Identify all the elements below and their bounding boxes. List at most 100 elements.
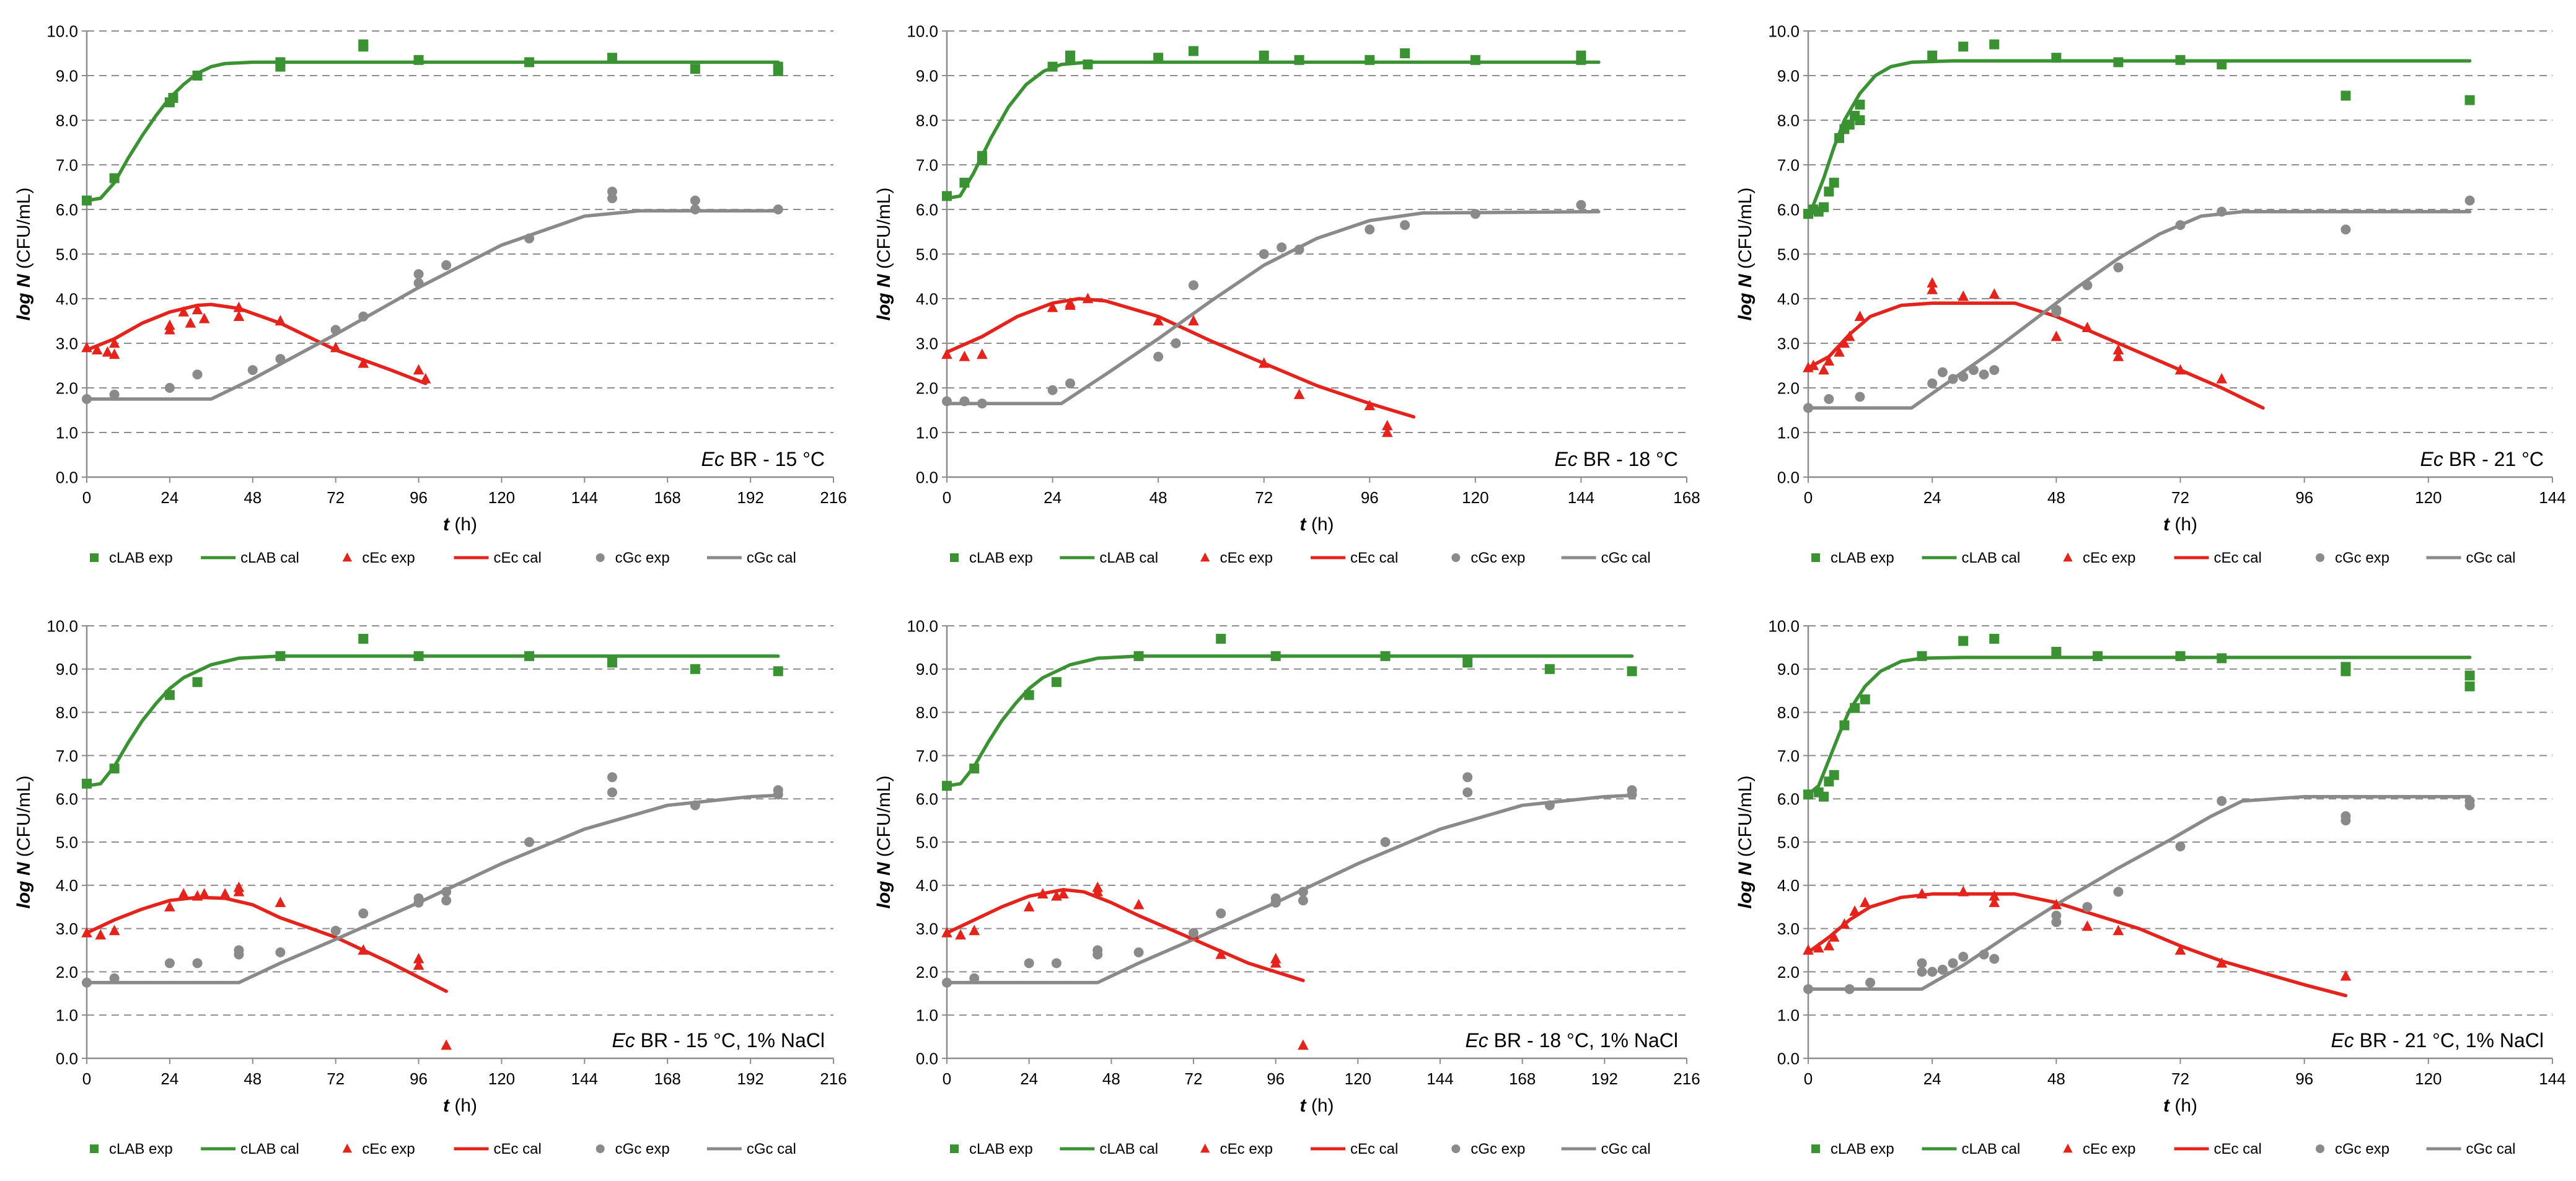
panel-label: Ec BR - 21 °C, 1% NaCl	[2331, 1029, 2544, 1051]
data-point-cec-exp	[1839, 337, 1850, 348]
data-point-clab-exp	[358, 633, 369, 644]
legend-marker-cec-exp	[1200, 552, 1210, 562]
legend-marker-cec-exp	[342, 552, 353, 562]
data-point-cgc-exp	[1917, 958, 1927, 968]
data-point-cec-exp	[191, 304, 203, 315]
y-axis-title-unit: (CFU/mL)	[14, 188, 34, 274]
data-point-clab-exp	[1839, 720, 1850, 731]
y-tick-label: 7.0	[56, 747, 78, 765]
data-point-clab-exp	[1927, 50, 1938, 61]
data-point-cec-exp	[91, 344, 103, 354]
x-tick-label: 72	[327, 488, 345, 507]
panel-label-organism: Ec	[701, 448, 724, 470]
data-point-clab-exp	[959, 177, 970, 188]
legend-label: cEc cal	[1350, 1141, 1398, 1157]
data-point-cgc-exp	[1844, 984, 1855, 994]
data-point-cec-exp	[441, 1039, 452, 1050]
data-point-cec-exp	[977, 348, 988, 359]
legend-label: cEc cal	[494, 1141, 542, 1157]
data-point-cec-exp	[164, 901, 175, 911]
data-point-cgc-exp	[690, 195, 700, 206]
data-point-clab-exp	[2093, 651, 2103, 661]
data-point-clab-exp	[2464, 681, 2475, 691]
series-line-cec-cal	[1806, 892, 2348, 998]
data-point-cgc-exp	[959, 396, 970, 406]
data-point-clab-exp	[607, 657, 617, 668]
legend-label: cLAB cal	[1962, 1141, 2021, 1157]
data-point-clab-exp	[1829, 177, 1839, 188]
panel-label: Ec BR - 15 °C, 1% NaCl	[612, 1029, 825, 1051]
legend-label: cLAB cal	[1099, 550, 1158, 566]
data-point-cgc-exp	[109, 973, 120, 983]
x-tick-label: 120	[488, 488, 515, 507]
data-point-cgc-exp	[82, 977, 92, 988]
data-point-cec-exp	[2081, 322, 2093, 332]
data-point-cec-exp	[2216, 373, 2228, 384]
data-point-cgc-exp	[2082, 280, 2093, 291]
data-point-cec-exp	[1958, 885, 1969, 897]
x-tick-label: 48	[2047, 1069, 2065, 1088]
y-axis-title-italic: log N	[1735, 861, 1756, 908]
x-axis-title-unit: (h)	[449, 1095, 477, 1116]
data-point-clab-exp	[1855, 115, 1865, 125]
series-line-cgc-cal	[85, 793, 780, 985]
data-point-cec-exp	[1849, 905, 1860, 916]
data-point-cgc-exp	[109, 389, 120, 400]
data-point-cgc-exp	[1462, 772, 1473, 783]
x-tick-label: 120	[2415, 1069, 2442, 1088]
data-point-clab-exp	[1051, 677, 1062, 687]
data-point-clab-exp	[1958, 636, 1969, 646]
y-tick-label: 5.0	[56, 245, 78, 263]
data-point-cec-exp	[1092, 885, 1104, 897]
x-axis-title-italic: t	[1300, 514, 1308, 535]
legend-label: cGc exp	[615, 550, 670, 566]
data-point-cec-exp	[108, 348, 120, 359]
data-point-cec-exp	[1215, 948, 1227, 959]
data-point-clab-exp	[1989, 39, 2000, 50]
data-point-cgc-exp	[1380, 837, 1391, 847]
legend-label: cGc cal	[2466, 550, 2516, 566]
data-point-clab-exp	[2051, 53, 2062, 63]
y-axis-title-italic: log N	[874, 273, 894, 320]
x-tick-label: 24	[1044, 488, 1062, 507]
panel-label: Ec BR - 18 °C	[1554, 448, 1678, 470]
data-point-cec-exp	[1270, 957, 1281, 968]
chart-panel-3: 0.0 1.0 2.0 3.0 4.0 5.0 6.0 7.0 8.0 9.0 10.0 0 24 48 7…	[1735, 22, 2566, 566]
data-point-clab-exp	[2341, 90, 2351, 101]
y-tick-label: 0.0	[56, 468, 78, 486]
x-tick-label: 72	[1185, 1069, 1203, 1088]
x-tick-label: 168	[1509, 1069, 1536, 1088]
data-point-clab-exp	[607, 53, 617, 63]
series-line-cec-cal	[945, 888, 1305, 983]
legend-label: cGc cal	[747, 550, 796, 566]
x-tick-label: 0	[943, 488, 951, 507]
x-tick-label: 96	[2295, 488, 2313, 507]
data-point-cec-exp	[1989, 890, 2000, 901]
data-point-clab-exp	[1270, 651, 1281, 661]
y-axis-title-unit: (CFU/mL)	[874, 188, 894, 274]
data-point-cgc-exp	[1937, 367, 1948, 377]
data-point-cec-exp	[108, 337, 120, 348]
data-point-clab-exp	[1259, 50, 1269, 61]
y-tick-label: 3.0	[1777, 920, 1800, 938]
x-tick-label: 120	[1345, 1069, 1371, 1088]
legend-label: cEc exp	[1220, 550, 1273, 566]
y-axis-title-italic: log N	[14, 861, 34, 908]
legend-label: cLAB cal	[1962, 550, 2021, 566]
legend-label: cGc exp	[1470, 1141, 1525, 1157]
y-tick-label: 8.0	[1777, 703, 1800, 722]
y-tick-label: 9.0	[56, 66, 78, 85]
data-point-cec-exp	[413, 364, 424, 375]
data-point-cgc-exp	[413, 269, 424, 279]
series-line-clab-cal	[1806, 656, 2472, 796]
x-tick-label: 48	[1102, 1069, 1120, 1088]
y-tick-label: 0.0	[1777, 468, 1800, 486]
data-point-cec-exp	[2174, 944, 2186, 955]
y-tick-label: 4.0	[916, 876, 938, 895]
legend-label: cGc cal	[1601, 550, 1651, 566]
y-tick-label: 8.0	[916, 111, 938, 130]
data-point-cgc-exp	[942, 977, 952, 988]
data-point-cec-exp	[959, 351, 970, 361]
data-point-cgc-exp	[1958, 951, 1969, 962]
x-tick-label: 168	[1673, 488, 1700, 507]
